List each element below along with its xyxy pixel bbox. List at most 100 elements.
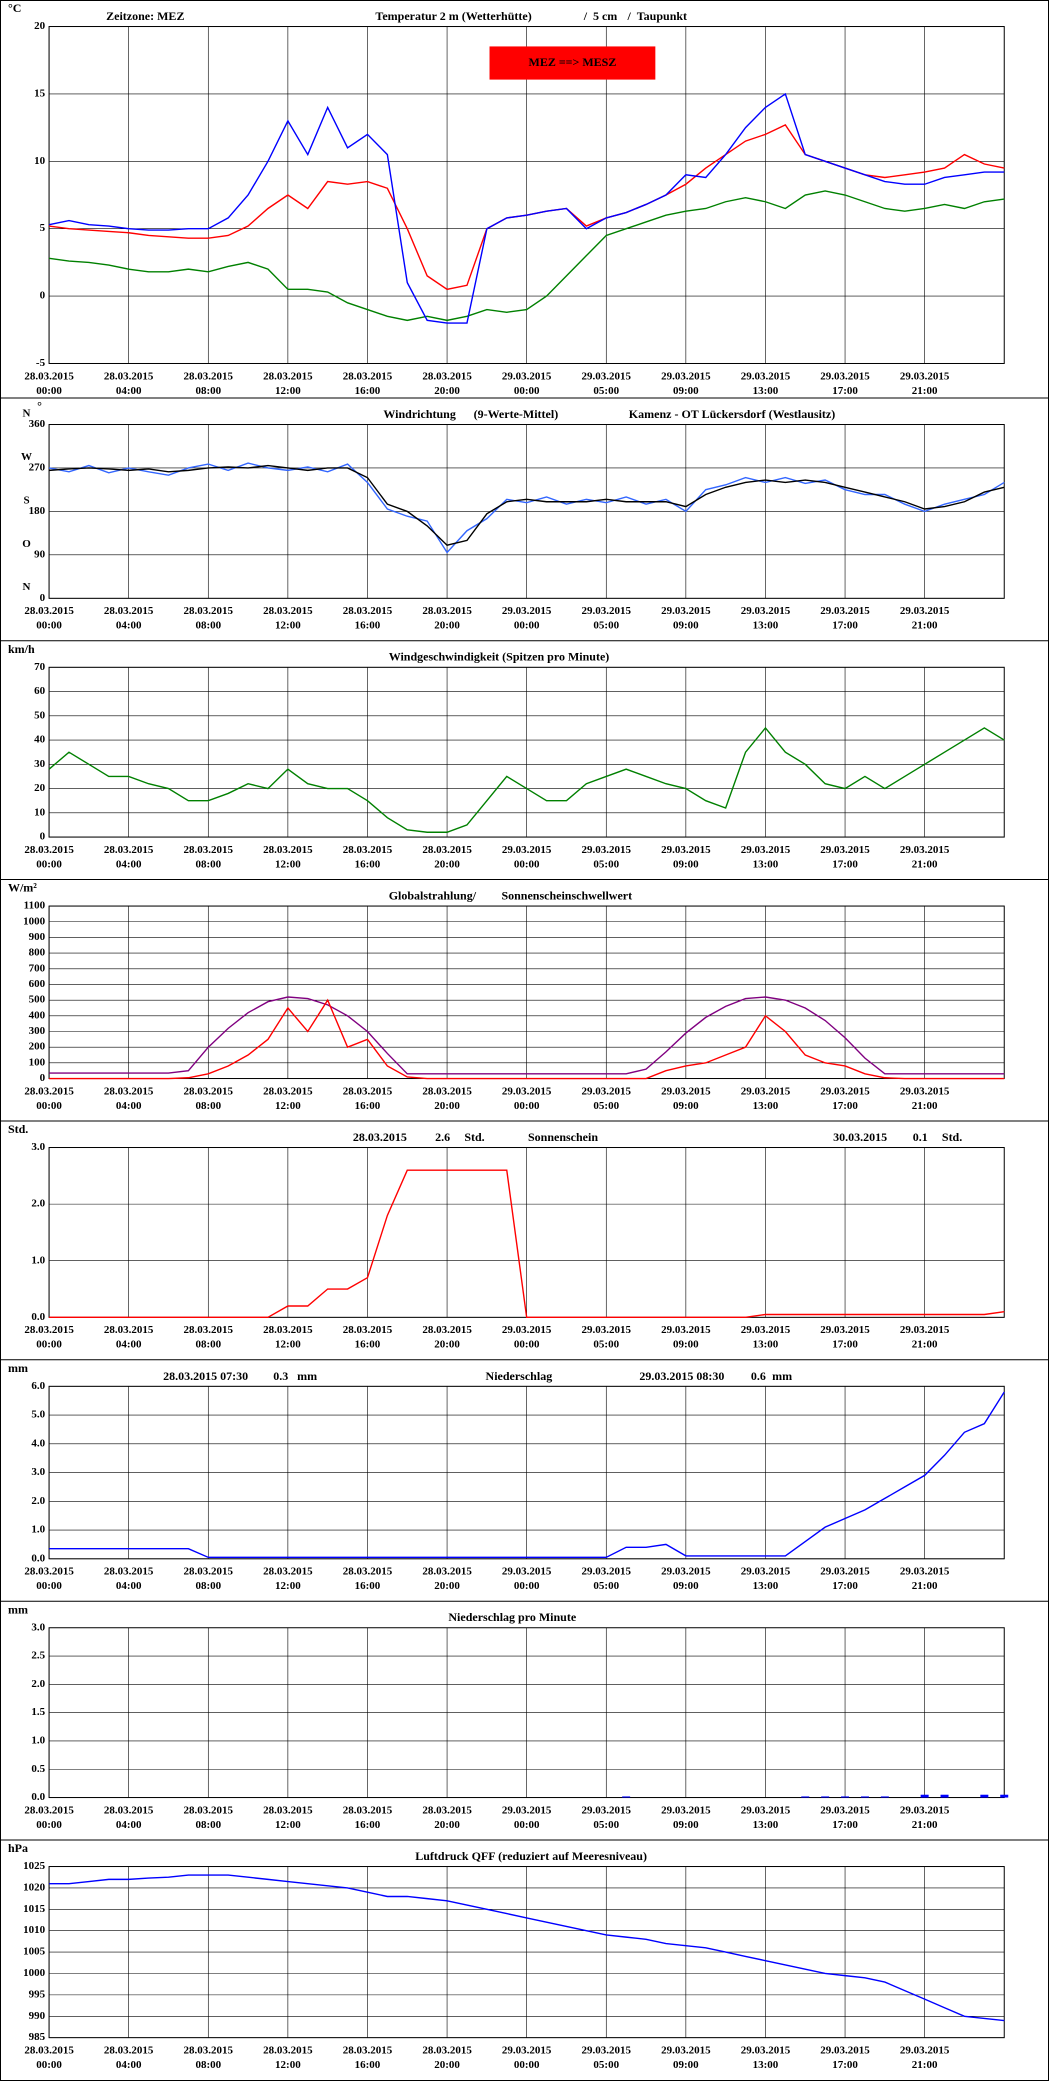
x-tick-date: 28.03.2015 [263, 370, 313, 382]
panel-header: / [626, 9, 631, 23]
x-tick-time: 12:00 [275, 1580, 301, 1592]
x-tick-time: 00:00 [514, 858, 540, 870]
bar [801, 1796, 810, 1798]
x-tick-time: 12:00 [275, 620, 301, 632]
y-tick-label: 20 [34, 20, 46, 32]
x-tick-date: 29.03.2015 [502, 1566, 552, 1578]
x-tick-time: 00:00 [36, 620, 62, 632]
x-tick-date: 29.03.2015 [741, 2044, 791, 2056]
panel-header: / [583, 9, 588, 23]
x-tick-date: 28.03.2015 [24, 844, 74, 856]
y-tick-label: 4.0 [31, 1437, 45, 1449]
panel-header: Globalstrahlung/ [389, 889, 477, 903]
x-tick-time: 09:00 [673, 1580, 699, 1592]
y-tick-label: 0.0 [31, 1552, 45, 1564]
y-axis-unit: ° [37, 399, 42, 413]
y-tick-label: 3.0 [31, 1621, 45, 1633]
x-tick-time: 16:00 [355, 2059, 381, 2071]
x-tick-date: 29.03.2015 [820, 605, 870, 617]
x-tick-date: 28.03.2015 [24, 1804, 74, 1816]
y-tick-label: 0.0 [31, 1791, 45, 1803]
y-tick-label: 20 [34, 782, 46, 794]
bar [1000, 1794, 1009, 1798]
x-tick-date: 28.03.2015 [343, 605, 393, 617]
x-tick-date: 29.03.2015 [661, 605, 711, 617]
x-tick-time: 12:00 [275, 2059, 301, 2071]
y-tick-label: 0.0 [31, 1311, 45, 1323]
bar [920, 1794, 929, 1798]
x-tick-time: 16:00 [355, 620, 381, 632]
panel-header: Sonnenschein [528, 1130, 598, 1144]
bar [622, 1796, 631, 1798]
data-line [49, 1169, 1005, 1319]
y-tick-label: 1.0 [31, 1734, 45, 1746]
x-tick-date: 29.03.2015 [820, 1324, 870, 1336]
x-tick-time: 13:00 [753, 620, 779, 632]
x-tick-date: 29.03.2015 [661, 1085, 711, 1097]
x-tick-time: 08:00 [195, 1100, 221, 1112]
x-tick-date: 29.03.2015 [900, 370, 950, 382]
y-tick-label: 40 [34, 734, 46, 746]
y-tick-label: 30 [34, 758, 46, 770]
x-tick-date: 28.03.2015 [263, 2044, 313, 2056]
x-tick-time: 00:00 [36, 1339, 62, 1351]
x-tick-time: 04:00 [116, 1819, 142, 1831]
x-tick-date: 29.03.2015 [582, 605, 632, 617]
y-tick-label: 2.0 [31, 1678, 45, 1690]
x-tick-time: 16:00 [355, 385, 381, 397]
x-tick-time: 16:00 [355, 1819, 381, 1831]
y-tick-label: 1.5 [31, 1706, 45, 1718]
y-tick-label: 800 [29, 947, 46, 959]
y-tick-label: 70 [34, 661, 46, 673]
x-tick-date: 28.03.2015 [24, 605, 74, 617]
x-tick-date: 29.03.2015 [661, 1324, 711, 1336]
x-tick-date: 29.03.2015 [820, 1085, 870, 1097]
x-tick-date: 28.03.2015 [263, 1804, 313, 1816]
x-tick-time: 05:00 [593, 2059, 619, 2071]
x-tick-date: 29.03.2015 [502, 605, 552, 617]
x-tick-date: 28.03.2015 [104, 1566, 154, 1578]
y-tick-label: 0 [40, 592, 46, 604]
y-tick-label: 2.0 [31, 1198, 45, 1210]
panel-header: Niederschlag [486, 1369, 553, 1383]
x-tick-time: 00:00 [36, 1819, 62, 1831]
x-tick-time: 04:00 [116, 1339, 142, 1351]
x-tick-date: 28.03.2015 [104, 370, 154, 382]
x-tick-time: 17:00 [832, 1100, 858, 1112]
x-tick-date: 28.03.2015 [184, 1324, 234, 1336]
x-tick-date: 29.03.2015 [741, 844, 791, 856]
x-tick-time: 00:00 [36, 385, 62, 397]
panel-header: Sonnenscheinschwellwert [501, 889, 632, 903]
x-tick-time: 05:00 [593, 385, 619, 397]
y-tick-label: 2.0 [31, 1495, 45, 1507]
x-tick-time: 04:00 [116, 1100, 142, 1112]
y-tick-label: 1025 [23, 1860, 46, 1872]
compass-label: W [21, 451, 32, 463]
x-tick-time: 00:00 [514, 2059, 540, 2071]
x-tick-time: 08:00 [195, 385, 221, 397]
y-tick-label: 100 [29, 1056, 46, 1068]
y-tick-label: 15 [34, 87, 46, 99]
y-tick-label: 50 [34, 709, 46, 721]
x-tick-date: 28.03.2015 [184, 1085, 234, 1097]
x-tick-time: 04:00 [116, 1580, 142, 1592]
x-tick-date: 28.03.2015 [24, 1324, 74, 1336]
timezone-badge [489, 46, 656, 80]
x-tick-time: 20:00 [434, 1819, 460, 1831]
x-tick-time: 08:00 [195, 1819, 221, 1831]
x-tick-time: 13:00 [753, 858, 779, 870]
x-tick-date: 29.03.2015 [582, 370, 632, 382]
x-tick-time: 00:00 [514, 385, 540, 397]
panel-header: Taupunkt [637, 9, 687, 23]
y-axis-unit: mm [8, 1602, 28, 1616]
x-tick-date: 29.03.2015 [900, 1566, 950, 1578]
x-tick-date: 28.03.2015 [24, 1566, 74, 1578]
x-tick-date: 29.03.2015 [900, 1324, 950, 1336]
x-tick-date: 28.03.2015 [184, 605, 234, 617]
x-tick-time: 00:00 [514, 1339, 540, 1351]
x-tick-time: 04:00 [116, 385, 142, 397]
y-axis-unit: hPa [8, 1841, 28, 1855]
data-line [48, 462, 1005, 554]
x-tick-date: 28.03.2015 [343, 1804, 393, 1816]
